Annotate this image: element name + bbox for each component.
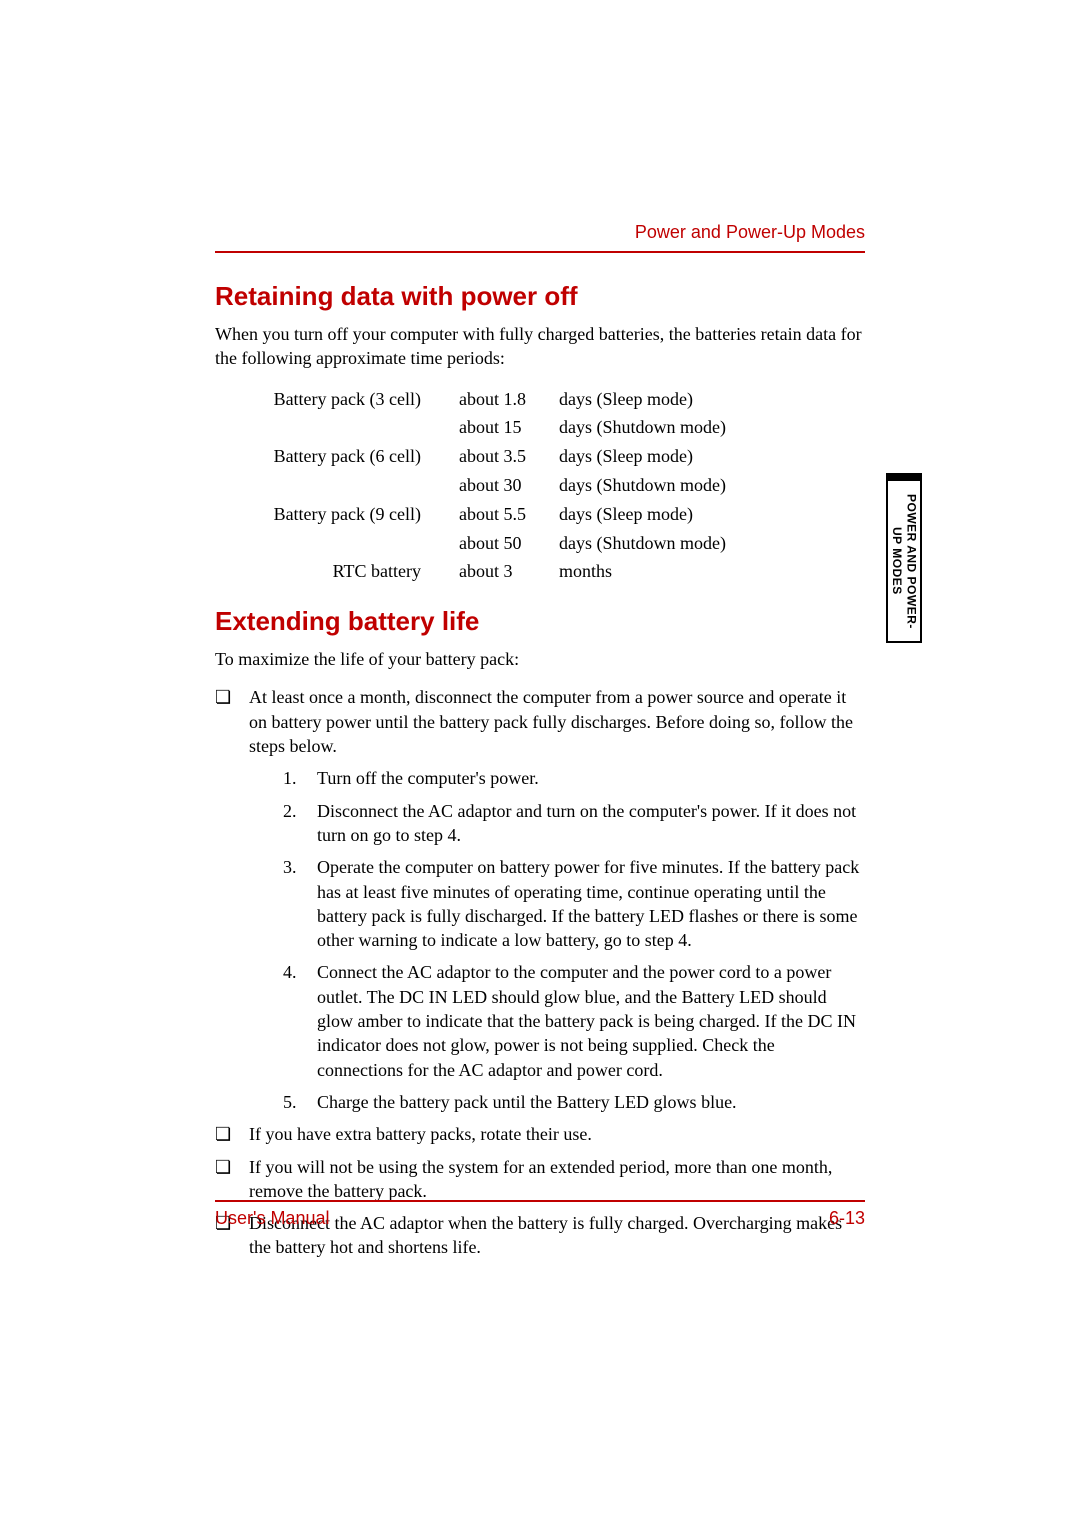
- step-item: 5. Charge the battery pack until the Batt…: [283, 1090, 865, 1114]
- table-row: Battery pack (9 cell) about 5.5 days (Sl…: [249, 500, 865, 529]
- step-text: Turn off the computer's power.: [317, 768, 539, 788]
- table-row: about 15 days (Shutdown mode): [249, 413, 865, 442]
- table-row: about 50 days (Shutdown mode): [249, 529, 865, 558]
- table-cell: [249, 471, 459, 500]
- step-item: 3. Operate the computer on battery power …: [283, 855, 865, 952]
- step-number: 1.: [283, 766, 297, 790]
- step-item: 4. Connect the AC adaptor to the computer…: [283, 960, 865, 1081]
- step-number: 3.: [283, 855, 297, 879]
- header-section-label: Power and Power-Up Modes: [215, 222, 865, 243]
- header-rule: [215, 251, 865, 253]
- table-row: Battery pack (3 cell) about 1.8 days (Sl…: [249, 385, 865, 414]
- section2-intro: To maximize the life of your battery pac…: [215, 647, 865, 671]
- side-tab-marker: [886, 473, 922, 481]
- table-cell: RTC battery: [249, 557, 459, 586]
- table-cell: days (Shutdown mode): [559, 471, 865, 500]
- bullet-text: If you have extra battery packs, rotate …: [249, 1124, 592, 1144]
- table-cell: Battery pack (3 cell): [249, 385, 459, 414]
- table-cell: about 15: [459, 413, 559, 442]
- list-item: If you will not be using the system for …: [215, 1155, 865, 1204]
- steps-list: 1. Turn off the computer's power. 2. Disco…: [283, 766, 865, 1114]
- list-item: At least once a month, disconnect the co…: [215, 685, 865, 1114]
- table-cell: [249, 413, 459, 442]
- table-cell: days (Sleep mode): [559, 385, 865, 414]
- battery-tips-list: At least once a month, disconnect the co…: [215, 685, 865, 1259]
- table-row: about 30 days (Shutdown mode): [249, 471, 865, 500]
- table-cell: days (Sleep mode): [559, 500, 865, 529]
- table-cell: Battery pack (6 cell): [249, 442, 459, 471]
- list-item: If you have extra battery packs, rotate …: [215, 1122, 865, 1146]
- side-tab-label: POWER AND POWER- UP MODES: [890, 494, 919, 629]
- footer-left: User's Manual: [215, 1208, 329, 1229]
- heading-retaining-data: Retaining data with power off: [215, 281, 865, 312]
- table-row: Battery pack (6 cell) about 3.5 days (Sl…: [249, 442, 865, 471]
- step-number: 2.: [283, 799, 297, 823]
- step-number: 4.: [283, 960, 297, 984]
- table-cell: Battery pack (9 cell): [249, 500, 459, 529]
- battery-retention-table: Battery pack (3 cell) about 1.8 days (Sl…: [249, 385, 865, 587]
- table-cell: about 1.8: [459, 385, 559, 414]
- step-number: 5.: [283, 1090, 297, 1114]
- step-text: Connect the AC adaptor to the computer a…: [317, 962, 856, 1079]
- step-text: Disconnect the AC adaptor and turn on th…: [317, 801, 856, 845]
- side-tab-body: POWER AND POWER- UP MODES: [886, 481, 922, 643]
- step-text: Charge the battery pack until the Batter…: [317, 1092, 737, 1112]
- footer-page-number: 6-13: [829, 1208, 865, 1229]
- bullet-text: If you will not be using the system for …: [249, 1157, 832, 1201]
- step-item: 1. Turn off the computer's power.: [283, 766, 865, 790]
- page-footer: User's Manual 6-13: [215, 1200, 865, 1229]
- side-tab-line1: POWER AND POWER-: [904, 494, 918, 629]
- footer-rule: [215, 1200, 865, 1202]
- table-cell: months: [559, 557, 865, 586]
- bullet-text: At least once a month, disconnect the co…: [249, 687, 853, 756]
- table-cell: about 30: [459, 471, 559, 500]
- table-cell: about 50: [459, 529, 559, 558]
- table-row: RTC battery about 3 months: [249, 557, 865, 586]
- heading-extending-battery: Extending battery life: [215, 606, 865, 637]
- chapter-side-tab: POWER AND POWER- UP MODES: [886, 473, 922, 643]
- table-cell: days (Sleep mode): [559, 442, 865, 471]
- section1-intro: When you turn off your computer with ful…: [215, 322, 865, 371]
- table-cell: about 5.5: [459, 500, 559, 529]
- side-tab-line2: UP MODES: [890, 527, 904, 595]
- step-text: Operate the computer on battery power fo…: [317, 857, 859, 950]
- table-cell: [249, 529, 459, 558]
- table-cell: days (Shutdown mode): [559, 413, 865, 442]
- step-item: 2. Disconnect the AC adaptor and turn on …: [283, 799, 865, 848]
- table-cell: about 3.5: [459, 442, 559, 471]
- table-cell: days (Shutdown mode): [559, 529, 865, 558]
- table-cell: about 3: [459, 557, 559, 586]
